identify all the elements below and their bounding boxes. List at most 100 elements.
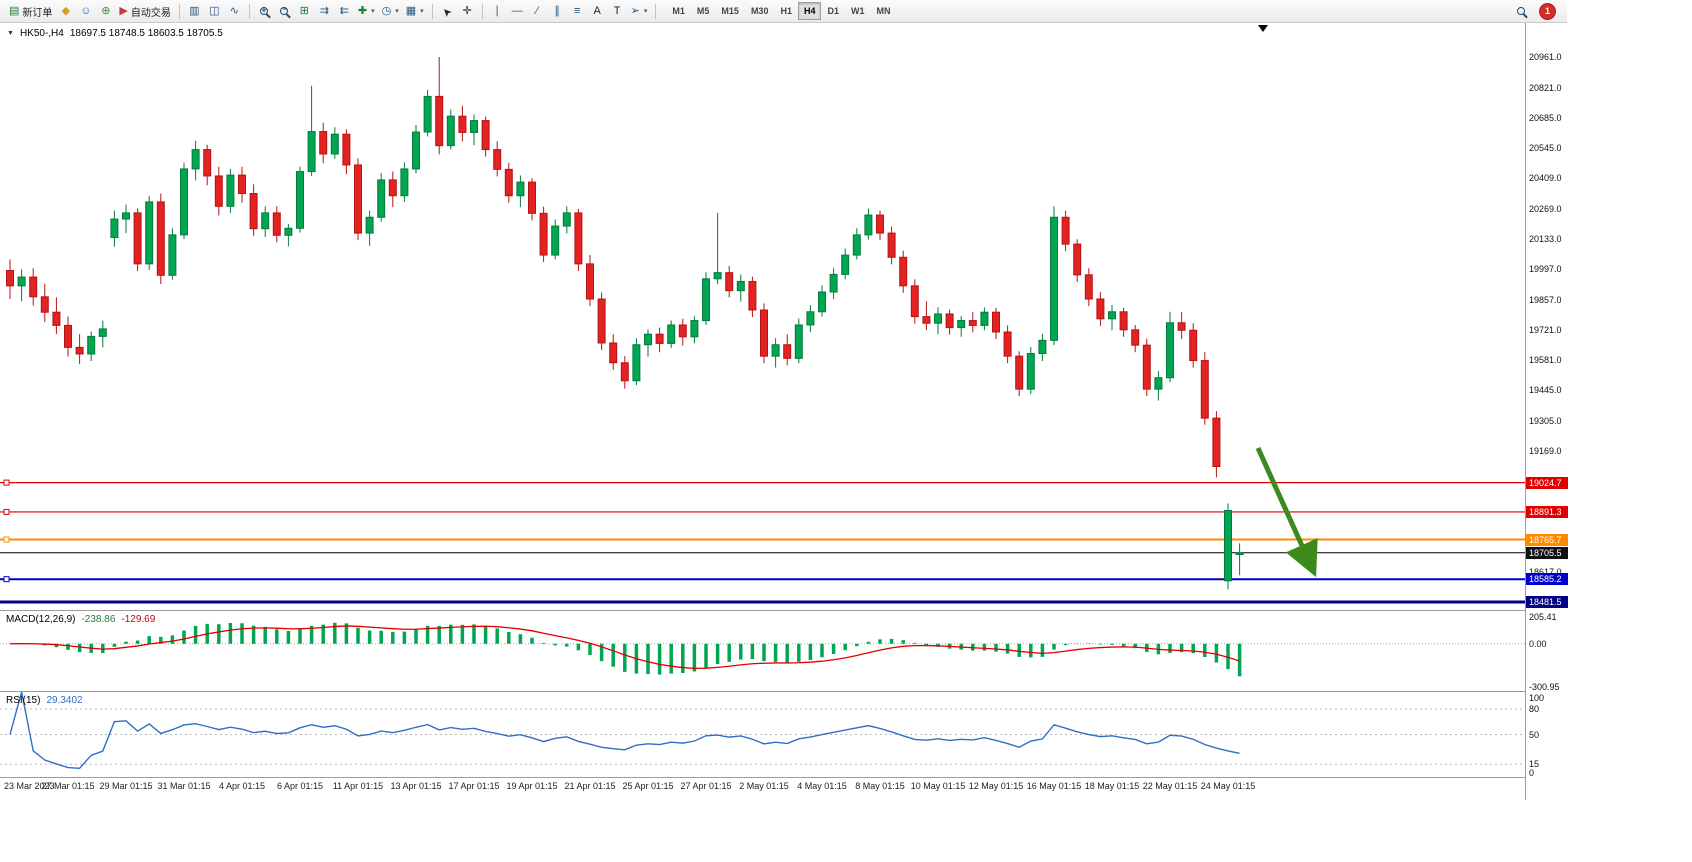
candle: [1154, 377, 1163, 390]
rsi-name: RSI(15): [6, 695, 41, 706]
time-axis[interactable]: 23 Mar 2023 27 Mar 01:15 29 Mar 01:15 31 Ma…: [0, 778, 1525, 798]
caret-down-icon: ▾: [395, 8, 399, 15]
time-label: 19 Apr 01:15: [506, 781, 558, 791]
line-anchor[interactable]: [3, 536, 10, 543]
candle: [876, 214, 884, 234]
panel-separator[interactable]: [0, 777, 1567, 778]
timeframe-toolbar: M1 M5 M15 M30 H1 H4 D1 W1 MN: [666, 2, 896, 20]
templates-button[interactable]: ▦ ▾: [403, 1, 427, 21]
timeframe-button-m1[interactable]: M1: [672, 6, 685, 16]
time-label: 31 Mar 01:15: [157, 781, 211, 791]
candle: [168, 234, 177, 276]
candle: [829, 273, 838, 293]
price-badge-18765.7: 18765.7: [1526, 533, 1568, 546]
timeframe-button-d1[interactable]: D1: [827, 6, 839, 16]
label-button[interactable]: T: [608, 1, 627, 21]
time-label: 24 May 01:15: [1200, 781, 1256, 791]
candle: [64, 324, 72, 348]
chart-candles-button[interactable]: ◫: [205, 1, 224, 21]
timeframe-button-h4[interactable]: H4: [797, 2, 822, 20]
price-tick: 20961.0: [1529, 52, 1562, 63]
zoom-out-button[interactable]: [275, 1, 294, 21]
indicators-icon: ✚: [357, 4, 368, 17]
timeframe-button-w1[interactable]: W1: [851, 6, 865, 16]
search-icon: [1516, 7, 1525, 15]
candle: [284, 227, 293, 236]
panel-separator[interactable]: [0, 691, 1567, 692]
timeframe-button-m5[interactable]: M5: [696, 6, 710, 16]
auto-scroll-icon: ⇉: [319, 4, 329, 17]
collapse-chart-icon[interactable]: ▼: [7, 30, 14, 37]
crosshair-button[interactable]: ✛: [458, 1, 477, 21]
rsi-indicator-panel[interactable]: [0, 692, 1525, 777]
trendline-icon: ∕: [536, 4, 539, 17]
timeframe-button-h1[interactable]: H1: [780, 6, 792, 16]
rsi-axis-tick: 50: [1529, 729, 1540, 740]
candle: [609, 342, 618, 364]
candlestick-chart[interactable]: [0, 23, 1525, 610]
candle: [539, 212, 548, 256]
time-label: 12 May 01:15: [968, 781, 1024, 791]
rsi-axis-tick: 15: [1529, 759, 1540, 770]
text-button[interactable]: A: [588, 1, 607, 21]
time-label: 21 Apr 01:15: [564, 781, 616, 791]
candle: [887, 232, 896, 258]
channel-button[interactable]: ∥: [548, 1, 567, 21]
candle: [644, 333, 652, 346]
candle: [272, 212, 281, 236]
line-anchor[interactable]: [3, 576, 10, 583]
candle: [400, 168, 409, 197]
rsi-value: 29.3402: [46, 695, 83, 706]
trend-arrow-annotation[interactable]: [1255, 446, 1318, 578]
timeframe-button-mn[interactable]: MN: [876, 6, 891, 16]
candle: [597, 298, 606, 344]
tile-windows-button[interactable]: ⊞: [295, 1, 314, 21]
fibonacci-button[interactable]: ≡: [568, 1, 587, 21]
timeframe-button-m30[interactable]: M30: [750, 6, 769, 16]
trading-terminal-window: ▤新订单◆☺⊕▶自动交易▥◫∿⊞⇉⇇✚▾◷▾▦▾➤✛∣—∕∥≡AT➢▾ M1M5…: [0, 0, 1567, 800]
auto-scroll-button[interactable]: ⇉: [315, 1, 334, 21]
macd-indicator-panel[interactable]: [0, 611, 1525, 691]
coins-button[interactable]: ◆: [56, 1, 75, 21]
line-anchor[interactable]: [3, 508, 10, 515]
candle: [1119, 311, 1128, 331]
cursor-button[interactable]: ➤: [438, 1, 457, 21]
horizontal-line-button[interactable]: —: [508, 1, 527, 21]
candle: [1224, 509, 1232, 582]
vertical-line-button[interactable]: ∣: [488, 1, 507, 21]
candle: [725, 272, 734, 292]
price-badge-18481.5: 18481.5: [1526, 595, 1568, 608]
indicators-button[interactable]: ✚ ▾: [355, 1, 378, 21]
new-order-button[interactable]: ▤ 新订单: [6, 1, 55, 21]
time-label: 17 Apr 01:15: [448, 781, 500, 791]
chart-line-button[interactable]: ∿: [225, 1, 244, 21]
candle: [1061, 216, 1070, 245]
periods-button[interactable]: ◷ ▾: [379, 1, 402, 21]
zoom-in-button[interactable]: [255, 1, 274, 21]
chart-bars-button[interactable]: ▥: [185, 1, 204, 21]
macd-signal-value: -129.69: [121, 614, 156, 625]
autotrading-button[interactable]: ▶ 自动交易: [116, 1, 173, 21]
trendline-button[interactable]: ∕: [528, 1, 547, 21]
price-tick: 19305.0: [1529, 415, 1562, 426]
price-axis[interactable]: 20961.0 20821.0 20685.0 20545.0 20409.0 20269…: [1525, 23, 1568, 800]
toolbar-separator: [178, 3, 180, 19]
toolbar-separator: [431, 3, 433, 19]
line-anchor[interactable]: [3, 479, 10, 486]
candle: [191, 149, 200, 170]
coins-icon: ◆: [61, 4, 71, 17]
panel-separator[interactable]: [0, 610, 1567, 611]
profile-button[interactable]: ☺: [76, 1, 95, 21]
candle: [6, 269, 14, 287]
chart-title: ▼ HK50-,H4 18697.5 18748.5 18603.5 18705…: [7, 28, 223, 39]
arrows-button[interactable]: ➢ ▾: [628, 1, 651, 21]
timeframe-button-m15[interactable]: M15: [721, 6, 739, 16]
candle: [377, 179, 386, 218]
search-button[interactable]: [1511, 1, 1530, 21]
candle: [1189, 329, 1198, 362]
community-button[interactable]: ⊕: [96, 1, 115, 21]
chart-shift-button[interactable]: ⇇: [335, 1, 354, 21]
candle: [852, 234, 861, 256]
notification-badge[interactable]: 1: [1540, 3, 1555, 19]
chart-symbol-timeframe: HK50-,H4: [19, 28, 64, 39]
